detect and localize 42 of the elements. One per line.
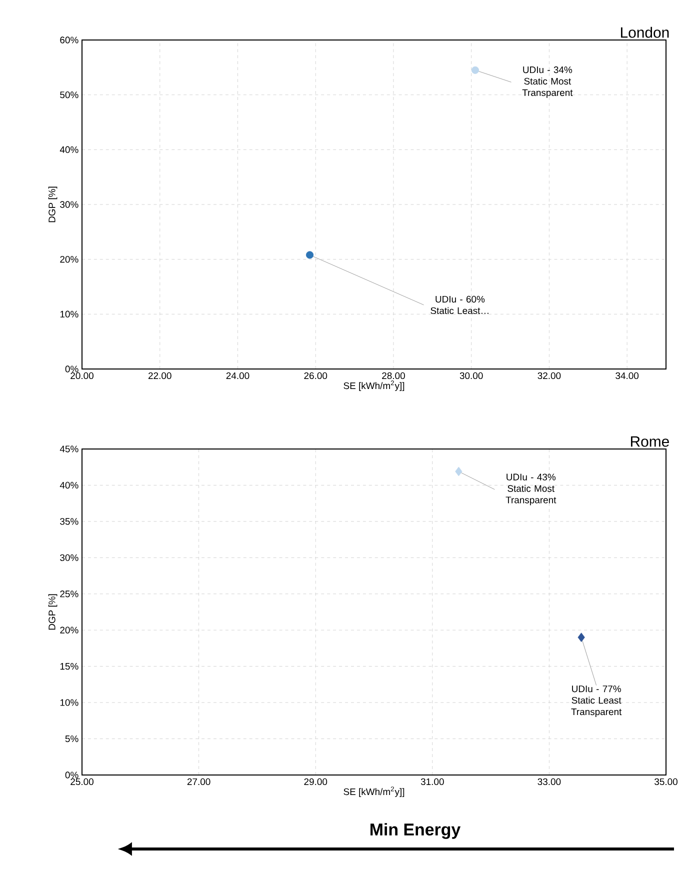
y-tick-label: 60%	[60, 36, 78, 44]
annotation: UDIu - 77% Static Least Transparent	[571, 686, 622, 718]
y-tick-label: 0%	[65, 366, 78, 372]
y-tick-label: 30%	[60, 554, 78, 562]
y-tick-label: 35%	[60, 518, 78, 525]
x-tick-label: 34.00	[616, 372, 639, 380]
x-tick-label: 33.00	[538, 778, 561, 786]
y-tick-label: 40%	[60, 146, 78, 154]
annotation: UDIu - 60% Static Least…	[430, 296, 488, 314]
y-tick-label: 40%	[60, 482, 78, 489]
x-tick-label: 31.00	[420, 778, 444, 786]
x-tick-label: 27.00	[187, 778, 210, 786]
y-tick-label: 10%	[60, 699, 78, 706]
x-tick-label: 20.00	[70, 372, 94, 380]
x-tick-label: 35.00	[654, 778, 678, 786]
x-tick-label: 26.00	[304, 372, 328, 380]
y-tick-label: 5%	[65, 735, 78, 742]
x-tick-label: 29.00	[304, 778, 328, 786]
x-tick-label: 22.00	[148, 372, 172, 380]
y-tick-label: 20%	[60, 256, 78, 263]
chart-title: London	[620, 26, 669, 38]
annotation: UDIu - 43% Static Most Transparent	[506, 474, 556, 506]
x-tick-label: 24.00	[226, 372, 250, 380]
x-tick-label: 28.00	[382, 372, 405, 380]
y-tick-label: 45%	[60, 446, 78, 452]
y-tick-label: 50%	[60, 91, 78, 98]
chart-title: Rome	[631, 436, 669, 447]
y-axis-title: DGP [%]	[48, 186, 58, 222]
y-tick-label: 0%	[65, 772, 78, 778]
y-tick-label: 15%	[60, 663, 78, 670]
y-tick-label: 25%	[60, 590, 78, 598]
y-tick-label: 20%	[60, 626, 78, 634]
y-axis-title: DGP [%]	[48, 594, 58, 630]
x-tick-label: 30.00	[460, 372, 483, 380]
annotation: UDIu - 34% Static Most Transparent	[522, 66, 573, 98]
text: Min Energy	[370, 823, 461, 839]
x-axis-title: SE [kWh/m$^{2}$y]]	[344, 786, 404, 797]
x-tick-label: 25.00	[70, 778, 94, 786]
y-tick-label: 30%	[60, 201, 78, 208]
y-tick-label: 10%	[60, 310, 78, 318]
x-axis-title: SE [kWh/m$^{2}$y]]	[344, 380, 404, 391]
x-tick-label: 32.00	[538, 372, 561, 380]
